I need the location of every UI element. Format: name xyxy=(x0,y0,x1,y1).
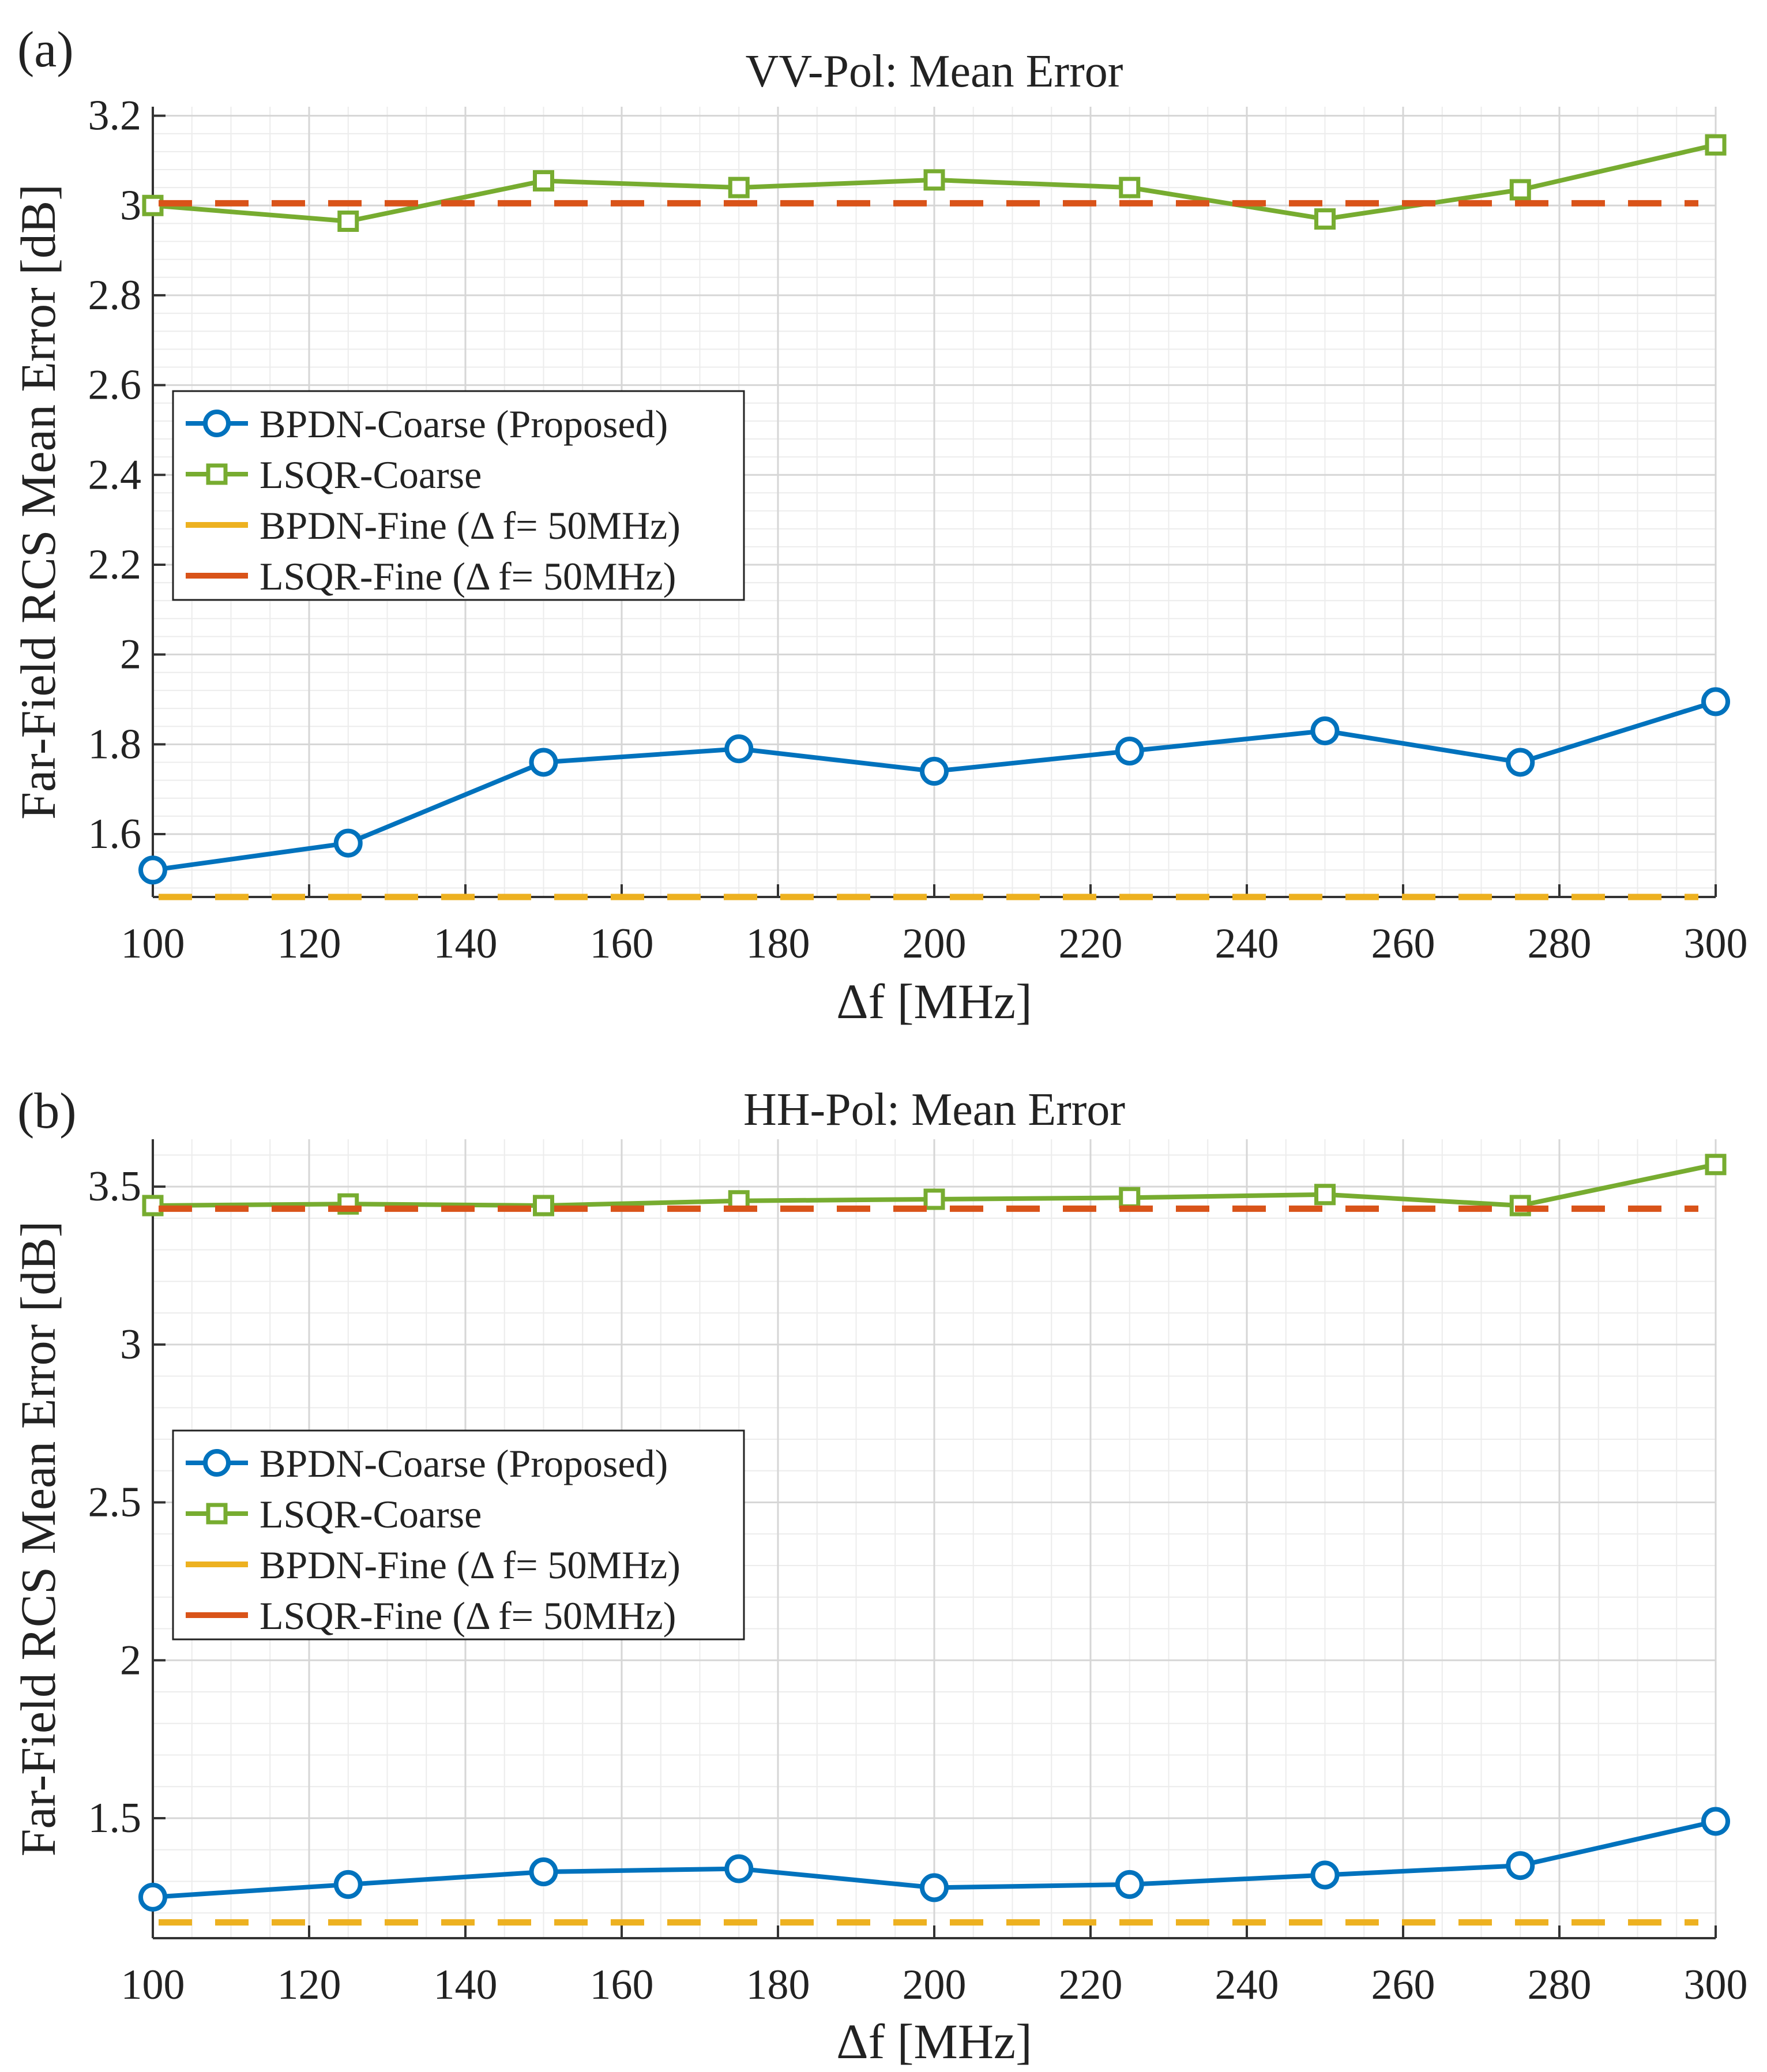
y-axis-label: Far-Field RCS Mean Error [dB] xyxy=(10,184,66,820)
data-point-marker xyxy=(923,1188,945,1210)
y-tick-label: 1.8 xyxy=(88,720,142,768)
data-point-marker xyxy=(1701,687,1730,716)
x-tick-label: 100 xyxy=(121,1961,185,2009)
data-point-marker xyxy=(1506,1851,1535,1880)
data-point-marker xyxy=(138,855,167,885)
data-point-marker xyxy=(533,170,554,192)
data-point-marker xyxy=(138,1882,167,1912)
y-tick-label: 2.8 xyxy=(88,272,142,319)
legend-label: LSQR-Coarse xyxy=(260,453,482,497)
legend: BPDN-Coarse (Proposed) LSQR-Coarse BPDN-Fi… xyxy=(172,390,745,601)
x-tick-label: 120 xyxy=(277,1961,341,2009)
panel-label: (b) xyxy=(17,1083,77,1139)
legend-label: LSQR-Coarse xyxy=(260,1492,482,1536)
data-point-marker xyxy=(529,1857,558,1887)
data-point-marker xyxy=(1509,179,1531,201)
y-tick-label: 2.6 xyxy=(88,362,142,409)
x-tick-label: 140 xyxy=(434,920,498,967)
series-bpdn-coarse-proposed xyxy=(138,687,1730,885)
y-tick-label: 2.2 xyxy=(88,541,142,588)
legend-label: BPDN-Fine (Δ f= 50MHz) xyxy=(260,504,681,547)
x-axis-label: Δf [MHz] xyxy=(836,974,1032,1029)
x-tick-label: 140 xyxy=(434,1961,498,2009)
x-tick-label: 220 xyxy=(1059,920,1123,967)
data-point-marker xyxy=(1314,208,1336,230)
legend-marker xyxy=(206,463,228,485)
series-lsqr-coarse xyxy=(142,134,1727,232)
data-point-marker xyxy=(529,748,558,777)
y-tick-label: 3.5 xyxy=(88,1163,142,1210)
x-tick-label: 280 xyxy=(1528,920,1592,967)
data-point-marker xyxy=(1115,737,1144,766)
chart-title: VV-Pol: Mean Error xyxy=(746,46,1123,97)
data-point-marker xyxy=(1705,134,1727,156)
data-point-marker xyxy=(333,828,363,858)
data-point-marker xyxy=(920,757,949,786)
data-point-marker xyxy=(1506,748,1535,777)
y-tick-label: 2.4 xyxy=(88,451,142,498)
y-tick-label: 2 xyxy=(120,631,141,678)
data-point-marker xyxy=(1115,1870,1144,1899)
x-tick-label: 280 xyxy=(1528,1961,1592,2009)
y-tick-label: 3 xyxy=(120,182,141,229)
data-point-marker xyxy=(333,1870,363,1899)
chart-title: HH-Pol: Mean Error xyxy=(743,1084,1125,1135)
legend-marker xyxy=(203,410,231,437)
x-tick-label: 200 xyxy=(903,920,967,967)
y-tick-label: 3.2 xyxy=(88,92,142,140)
data-point-marker xyxy=(724,1854,754,1883)
y-tick-label: 2 xyxy=(120,1636,141,1684)
x-tick-label: 200 xyxy=(903,1961,967,2009)
data-point-marker xyxy=(1310,1860,1340,1890)
x-tick-label: 180 xyxy=(746,1961,810,2009)
x-tick-label: 300 xyxy=(1684,920,1748,967)
data-point-marker xyxy=(1701,1807,1730,1836)
x-tick-label: 160 xyxy=(590,1961,654,2009)
x-tick-label: 260 xyxy=(1371,1961,1435,2009)
data-point-marker xyxy=(1705,1154,1727,1176)
legend-label: BPDN-Coarse (Proposed) xyxy=(260,402,668,446)
x-tick-label: 260 xyxy=(1371,920,1435,967)
data-point-marker xyxy=(337,210,359,232)
chart-panel-b: 1.5 2 2.5 3 3.5 100 120 140 160 180 200 220 240 260 28… xyxy=(10,1083,1748,2069)
x-tick-label: 160 xyxy=(590,920,654,967)
data-point-marker xyxy=(923,169,945,191)
y-tick-label: 2.5 xyxy=(88,1479,142,1526)
legend-box xyxy=(172,390,745,601)
data-point-marker xyxy=(1310,716,1340,745)
x-tick-label: 240 xyxy=(1215,920,1279,967)
x-tick-label: 220 xyxy=(1059,1961,1123,2009)
data-point-marker xyxy=(724,734,754,764)
legend-label: BPDN-Fine (Δ f= 50MHz) xyxy=(260,1543,681,1587)
chart-panel-a: 1.6 1.8 2 2.2 2.4 2.6 2.8 3 3.2 100 120 140 160 180 20… xyxy=(10,22,1748,1029)
data-point-marker xyxy=(728,177,750,198)
data-point-marker xyxy=(920,1873,949,1902)
data-point-marker xyxy=(1314,1184,1336,1206)
legend-label: LSQR-Fine (Δ f= 50MHz) xyxy=(260,554,676,598)
data-point-marker xyxy=(533,1195,554,1217)
legend-marker xyxy=(206,1503,228,1525)
x-tick-label: 120 xyxy=(277,920,341,967)
x-tick-label: 180 xyxy=(746,920,810,967)
legend-label: BPDN-Coarse (Proposed) xyxy=(260,1442,668,1485)
legend: BPDN-Coarse (Proposed) LSQR-Coarse BPDN-Fi… xyxy=(172,1429,745,1641)
x-tick-label: 300 xyxy=(1684,1961,1748,2009)
y-tick-label: 3 xyxy=(120,1321,141,1368)
data-point-marker xyxy=(1119,177,1141,198)
legend-label: LSQR-Fine (Δ f= 50MHz) xyxy=(260,1594,676,1638)
y-axis-label: Far-Field RCS Mean Error [dB] xyxy=(10,1221,66,1857)
x-axis-label: Δf [MHz] xyxy=(836,2014,1032,2069)
y-tick-label: 1.6 xyxy=(88,810,142,858)
y-tick-label: 1.5 xyxy=(88,1795,142,1842)
panel-label: (a) xyxy=(17,22,74,78)
legend-box xyxy=(172,1429,745,1641)
legend-marker xyxy=(203,1449,231,1477)
series-bpdn-coarse-proposed xyxy=(138,1807,1730,1912)
x-tick-label: 100 xyxy=(121,920,185,967)
x-tick-label: 240 xyxy=(1215,1961,1279,2009)
data-point-marker xyxy=(1119,1187,1141,1208)
